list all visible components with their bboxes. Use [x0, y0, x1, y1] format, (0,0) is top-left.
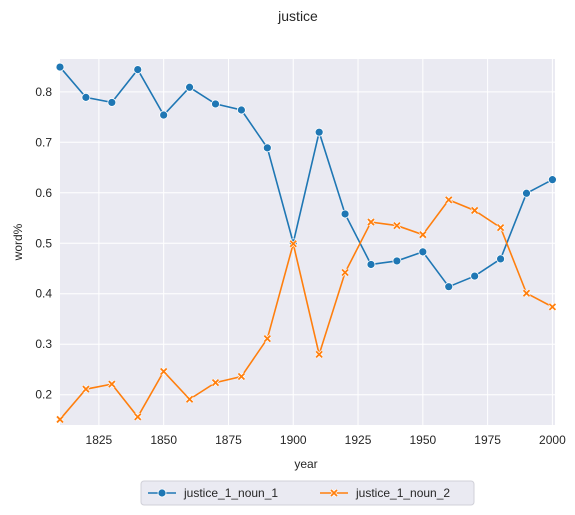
data-point	[366, 260, 376, 269]
data-point	[444, 282, 454, 292]
x-tick-label: 1850	[150, 433, 177, 447]
legend-marker	[329, 488, 339, 498]
data-point	[211, 99, 220, 109]
series-line	[59, 198, 553, 420]
legend-label: justice_1_noun_1	[183, 486, 278, 500]
data-point	[211, 378, 220, 387]
series-2	[55, 195, 557, 424]
data-point	[496, 223, 505, 232]
series-line	[59, 66, 553, 288]
x-tick-label: 1875	[215, 433, 242, 447]
legend-label: justice_1_noun_2	[355, 486, 450, 500]
data-point	[55, 62, 65, 72]
data-point	[262, 143, 272, 153]
y-tick-label: 0.3	[35, 337, 52, 351]
data-point	[237, 372, 246, 381]
data-point	[237, 105, 246, 115]
data-point	[470, 206, 479, 215]
x-tick-label: 1825	[86, 433, 113, 447]
legend-box	[140, 480, 475, 506]
data-point	[133, 65, 143, 75]
data-point	[548, 302, 557, 312]
x-tick-label: 1975	[474, 433, 501, 447]
y-tick-label: 0.7	[35, 135, 52, 149]
data-point	[522, 289, 531, 298]
y-axis-ticks: 0.2 0.3 0.4 0.5 0.6 0.7 0.8	[35, 85, 52, 402]
data-point	[289, 239, 298, 248]
data-point	[418, 247, 428, 257]
data-point	[185, 395, 194, 404]
series-layer	[55, 62, 557, 424]
y-tick-label: 0.2	[35, 388, 52, 402]
data-point	[548, 175, 557, 185]
y-axis-label: word%	[11, 223, 25, 261]
data-point	[263, 334, 272, 343]
legend-marker	[157, 488, 167, 498]
x-tick-label: 1925	[345, 433, 372, 447]
data-point	[418, 230, 427, 239]
data-point	[340, 209, 350, 219]
x-tick-label: 2000	[539, 433, 566, 447]
data-point	[133, 412, 142, 422]
series-1	[55, 62, 557, 292]
chart-title: justice	[277, 8, 318, 24]
data-point	[392, 221, 402, 230]
x-axis-ticks: 1825 1850 1875 1900 1925 1950 1975 2000	[86, 433, 567, 447]
y-tick-label: 0.5	[35, 236, 52, 250]
data-point	[366, 217, 376, 227]
legend: justice_1_noun_1 justice_1_noun_2	[140, 480, 475, 506]
data-point	[314, 127, 324, 137]
data-point	[315, 350, 324, 359]
data-point	[107, 379, 116, 389]
y-tick-label: 0.8	[35, 85, 52, 99]
data-point	[55, 415, 65, 424]
data-point	[107, 98, 117, 107]
legend-item: justice_1_noun_1	[148, 486, 278, 500]
data-point	[159, 110, 169, 120]
data-point	[340, 268, 350, 277]
data-point	[496, 254, 505, 264]
y-tick-label: 0.4	[35, 287, 52, 301]
data-point	[81, 385, 91, 394]
plot-area	[60, 59, 555, 425]
data-point	[444, 195, 453, 204]
legend-item: justice_1_noun_2	[320, 486, 450, 500]
data-point	[185, 82, 194, 92]
data-point	[81, 92, 91, 102]
grid-lines	[60, 59, 555, 425]
x-tick-label: 1900	[280, 433, 307, 447]
y-tick-label: 0.6	[35, 186, 52, 200]
x-tick-label: 1950	[409, 433, 436, 447]
data-point	[470, 271, 480, 281]
data-point	[522, 188, 531, 198]
data-point	[392, 256, 402, 266]
x-axis-label: year	[294, 457, 317, 471]
data-point	[159, 367, 168, 376]
